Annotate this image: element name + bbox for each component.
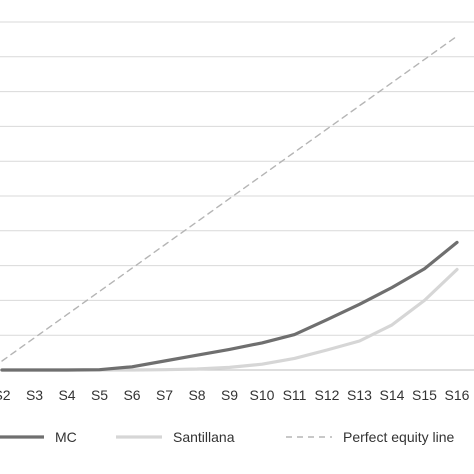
x-tick-label: S15 [412,387,437,403]
x-tick-label: S11 [283,387,307,403]
x-tick-label: S10 [250,387,275,403]
x-tick-label: S9 [221,387,238,403]
x-tick-label: S14 [380,387,405,403]
x-tick-label: S3 [26,387,43,403]
series-line-perfect-equity-line [1,35,458,362]
series-line-mc [0,240,459,372]
legend-label: Santillana [173,429,235,445]
series-line-santillana [0,267,459,372]
x-tick-label: S16 [445,387,470,403]
legend-label: MC [55,429,77,445]
x-tick-labels: S2 S3 S4 S5 S6 S7 S8 S9 S10 S11 S12 S13 S14 S15 S16 [0,387,470,403]
x-tick-label: S5 [91,387,108,403]
x-tick-label: S12 [315,387,340,403]
x-tick-label: S8 [188,387,205,403]
legend-label: Perfect equity line [343,429,454,445]
x-tick-label: S4 [58,387,75,403]
series-lines [0,35,459,372]
legend: MC Santillana Perfect equity line [0,429,454,445]
x-tick-label: S2 [0,387,11,403]
x-tick-label: S6 [123,387,140,403]
x-tick-label: S7 [156,387,173,403]
x-tick-label: S13 [347,387,372,403]
gridlines [0,21,474,336]
